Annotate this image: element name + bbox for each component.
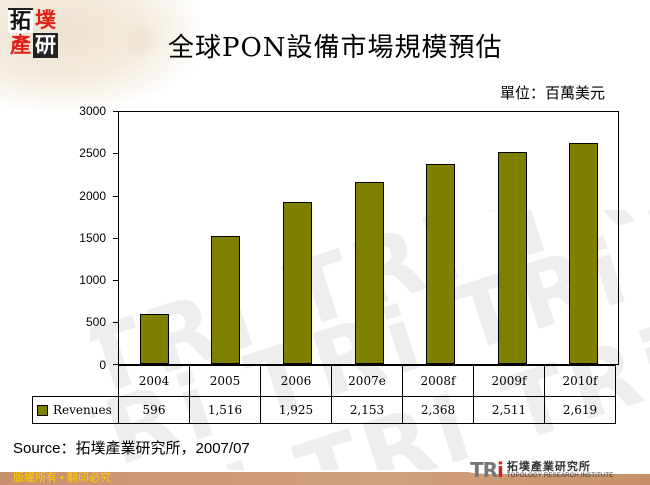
y-tick (113, 111, 118, 112)
org-name-cn: 拓墣產業研究所 (506, 460, 591, 473)
y-tick-label: 1500 (79, 231, 106, 245)
org-logo: TRi 拓墣產業研究所 TOPOLOGY RESEARCH INSTITUTE (470, 458, 614, 482)
value-cell: 2,368 (402, 396, 474, 424)
bar-2006 (283, 202, 312, 364)
y-tick (113, 153, 118, 154)
logo-char: 墣 (35, 8, 56, 32)
legend-label: Revenues (53, 403, 112, 417)
category-cell: 2010f (544, 365, 616, 397)
y-tick (113, 280, 118, 281)
y-tick-label: 2500 (79, 146, 106, 160)
category-cell: 2006 (260, 365, 332, 397)
category-cell: 2009f (473, 365, 545, 397)
page-title: 全球PON設備市場規模預估 (168, 33, 503, 63)
bar-2004 (140, 314, 169, 364)
y-tick (113, 364, 118, 365)
category-cell: 2007e (331, 365, 403, 397)
value-cell: 1,516 (189, 396, 261, 424)
category-cell: 2008f (402, 365, 474, 397)
value-cell: 1,925 (260, 396, 332, 424)
y-tick-label: 2000 (79, 189, 106, 203)
bar-2010f (569, 143, 598, 364)
legend-cell: Revenues (32, 396, 119, 424)
y-tick (113, 196, 118, 197)
bar-2007e (355, 182, 384, 364)
y-tick (113, 238, 118, 239)
y-tick-label: 1000 (79, 273, 106, 287)
y-tick-label: 3000 (79, 104, 106, 118)
y-tick-label: 0 (99, 358, 106, 372)
source-note: Source：拓墣產業研究所，2007/07 (13, 440, 250, 457)
value-cell: 2,153 (331, 396, 403, 424)
value-cell: 2,511 (473, 396, 545, 424)
logo-char: 產 (10, 33, 31, 57)
value-cell: 2,619 (544, 396, 616, 424)
y-tick-label: 500 (85, 315, 106, 329)
legend-swatch-icon (37, 405, 48, 416)
values-row: Revenues 596 1,516 1,925 2,153 2,368 2,5… (32, 396, 616, 424)
bar-2009f (498, 152, 527, 364)
data-table: 2004 2005 2006 2007e 2008f 2009f 2010f R… (32, 365, 616, 424)
category-row: 2004 2005 2006 2007e 2008f 2009f 2010f (32, 365, 616, 397)
footer-curve (450, 462, 650, 474)
category-cell: 2005 (189, 365, 261, 397)
logo-char: 研 (33, 33, 58, 58)
unit-label: 單位：百萬美元 (500, 85, 606, 102)
bar-2008f (426, 164, 455, 364)
y-tick (113, 322, 118, 323)
map-background-island (120, 20, 160, 60)
bar-2005 (211, 236, 240, 364)
logo-char: 拓 (8, 8, 33, 33)
plot-area (118, 111, 619, 365)
footer-bar: 版權所有 • 翻印必究 (0, 472, 650, 485)
value-cell: 596 (118, 396, 190, 424)
tri-logo-icon: TRi (470, 458, 504, 482)
copyright-text: 版權所有 • 翻印必究 (13, 472, 111, 484)
company-logo: 拓 墣 產 研 (8, 8, 58, 58)
category-cell: 2004 (118, 365, 190, 397)
org-name-en: TOPOLOGY RESEARCH INSTITUTE (506, 472, 614, 479)
